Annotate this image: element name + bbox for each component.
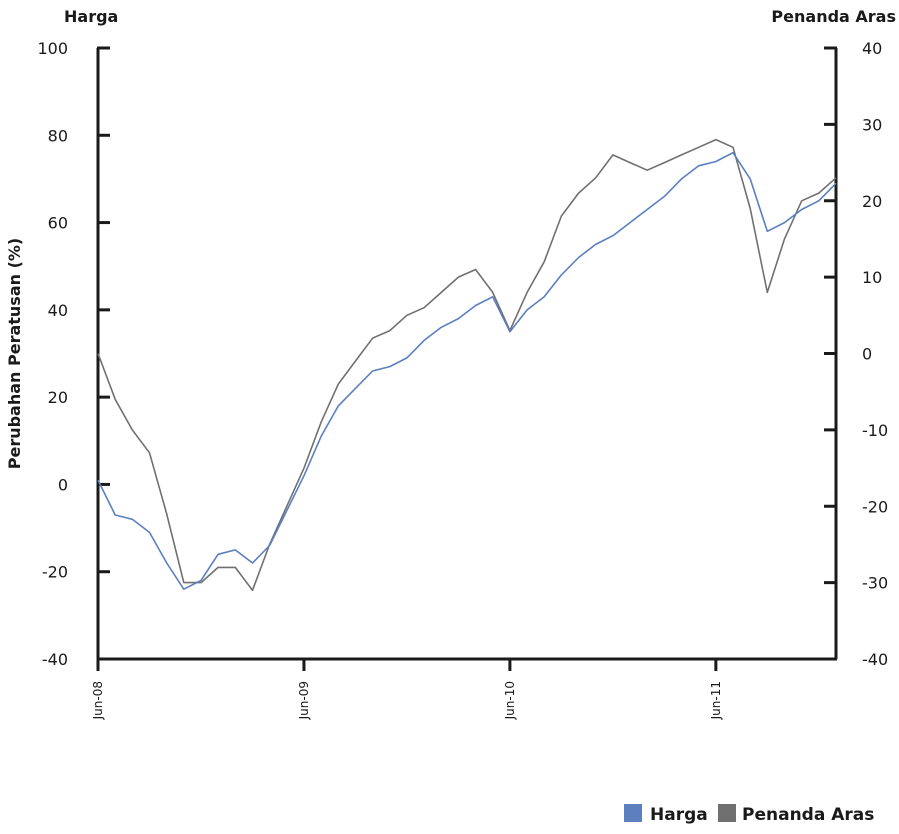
right-y-tick-label: -10 — [862, 421, 888, 440]
left-y-tick-label: 40 — [48, 301, 68, 320]
left-y-tick-label: -40 — [42, 650, 68, 669]
left-y-tick-label: 100 — [37, 39, 68, 58]
series-line-harga — [97, 151, 837, 591]
series-group — [97, 138, 837, 592]
right-y-tick-label: 30 — [862, 115, 882, 134]
legend-label-harga: Harga — [650, 805, 708, 825]
left-y-tick-label: 20 — [48, 388, 68, 407]
right-y-tick-label: -40 — [862, 650, 888, 669]
left-y-tick-label: 80 — [48, 126, 68, 145]
right-y-tick-label: 10 — [862, 268, 882, 287]
x-tick-label: Jun-10 — [503, 681, 517, 720]
x-tick-label: Jun-09 — [297, 681, 311, 720]
left-y-tick-label: 0 — [58, 475, 68, 494]
x-tick-label: Jun-08 — [91, 681, 105, 720]
left-y-tick-label: -20 — [42, 563, 68, 582]
right-y-tick-label: 20 — [862, 192, 882, 211]
legend: Harga Penanda Aras — [624, 804, 874, 825]
right-y-tick-label: 0 — [862, 345, 872, 364]
legend-label-penanda-aras: Penanda Aras — [742, 805, 874, 825]
right-axis-title: Penanda Aras — [771, 7, 896, 26]
legend-swatch-harga — [624, 804, 642, 822]
left-axis-title: Harga — [64, 7, 118, 26]
right-y-tick-label: -30 — [862, 574, 888, 593]
right-y-tick-label: 40 — [862, 39, 882, 58]
series-line-penanda-aras — [97, 138, 837, 592]
y-axis-label: Perubahan Peratusan (%) — [5, 238, 24, 470]
legend-swatch-penanda-aras — [718, 804, 736, 822]
x-tick-label: Jun-11 — [709, 681, 723, 720]
axes-group: 100806040200-20-40403020100-10-20-30-40J… — [5, 7, 896, 720]
left-y-tick-label: 60 — [48, 214, 68, 233]
right-y-tick-label: -20 — [862, 497, 888, 516]
